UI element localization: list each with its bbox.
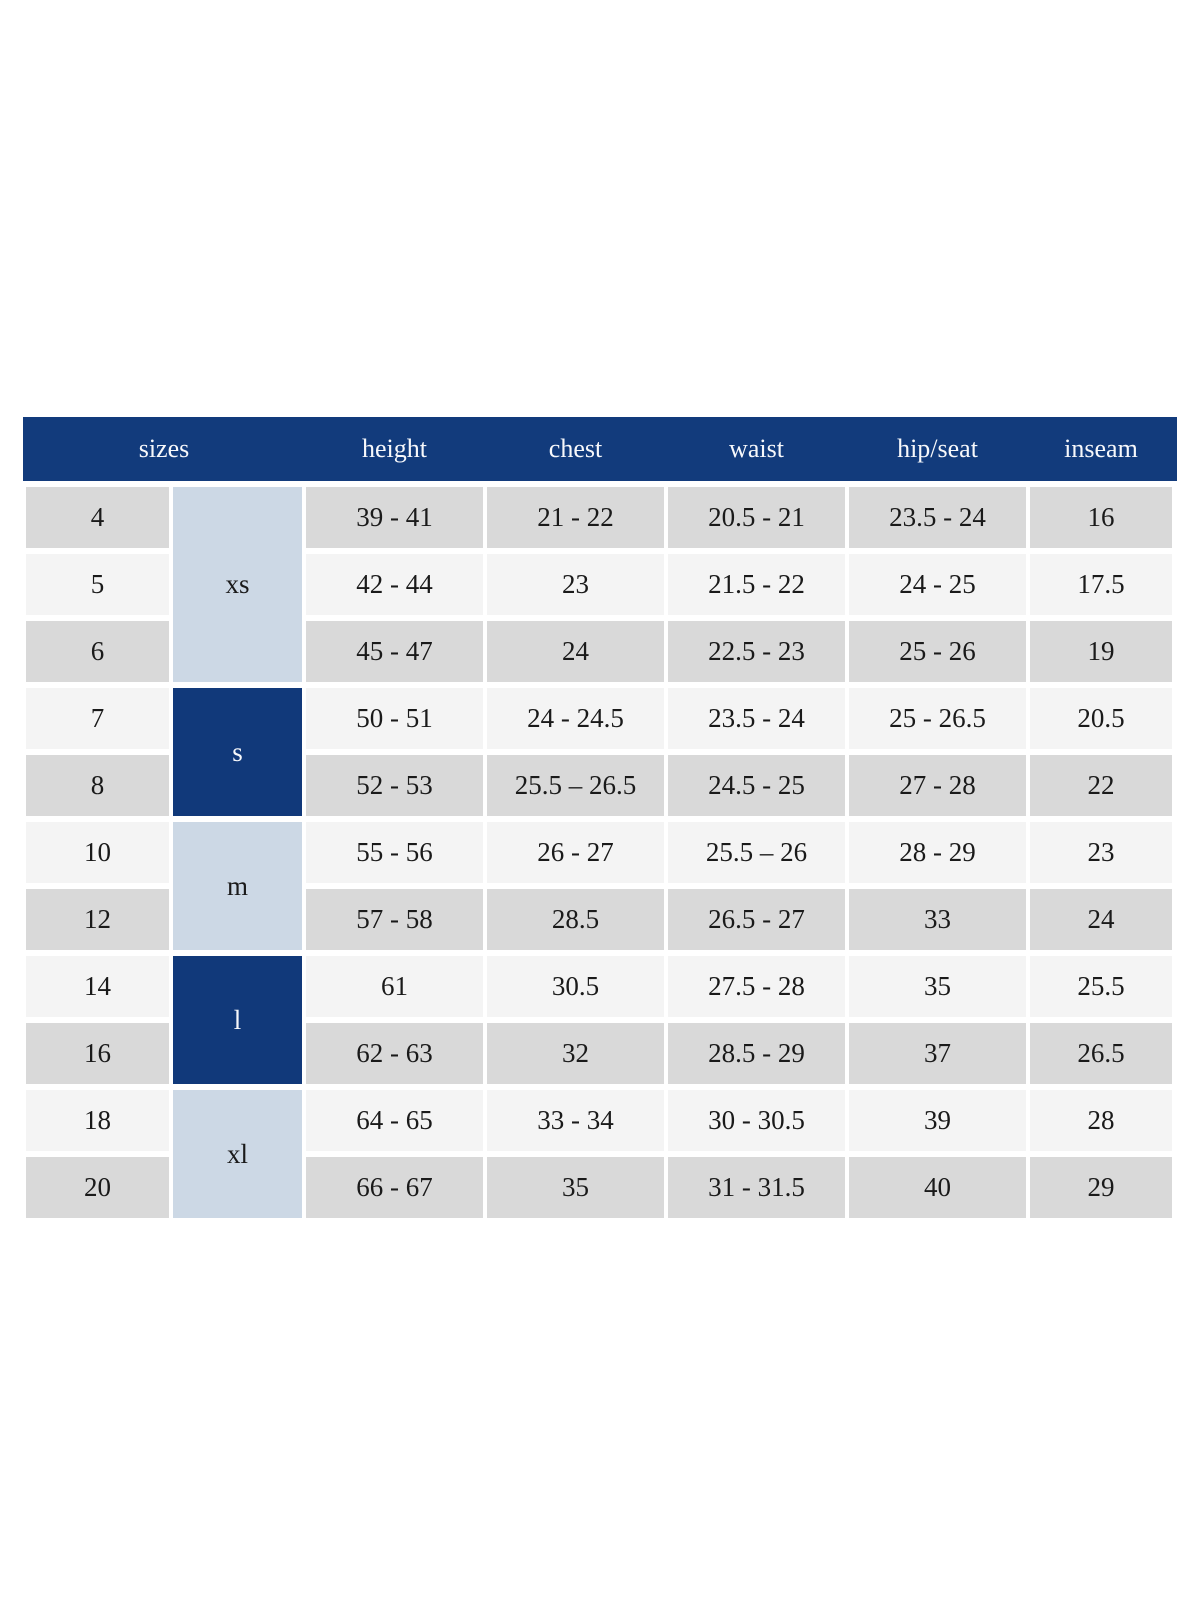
size-group-cell-xl: xl	[173, 1090, 302, 1218]
hip-seat-value-cell: 28 - 29	[849, 822, 1026, 883]
hip-seat-value-cell: 25 - 26.5	[849, 688, 1026, 749]
size-number-cell: 5	[26, 554, 169, 615]
height-value-cell: 50 - 51	[306, 688, 483, 749]
chest-value-cell: 24 - 24.5	[487, 688, 664, 749]
hip-seat-value-cell: 35	[849, 956, 1026, 1017]
inseam-value-cell: 20.5	[1030, 688, 1172, 749]
height-value-cell: 45 - 47	[306, 621, 483, 682]
height-value-cell: 61	[306, 956, 483, 1017]
waist-value-cell: 26.5 - 27	[668, 889, 845, 950]
chest-value-cell: 26 - 27	[487, 822, 664, 883]
column-header-inseam: inseam	[1064, 434, 1138, 463]
size-group-cell-xs: xs	[173, 487, 302, 682]
height-value-cell: 52 - 53	[306, 755, 483, 816]
waist-value-cell: 28.5 - 29	[668, 1023, 845, 1084]
size-number-cell: 12	[26, 889, 169, 950]
inseam-value-cell: 22	[1030, 755, 1172, 816]
size-chart-table: sizes height chest waist hip/seat inseam…	[23, 417, 1177, 1221]
size-group-cell-m: m	[173, 822, 302, 950]
hip-seat-value-cell: 33	[849, 889, 1026, 950]
table-header-row: sizes height chest waist hip/seat inseam	[23, 417, 1177, 481]
inseam-value-cell: 17.5	[1030, 554, 1172, 615]
chest-value-cell: 33 - 34	[487, 1090, 664, 1151]
size-number-cell: 16	[26, 1023, 169, 1084]
table-body: 4 39 - 41 21 - 22 20.5 - 21 23.5 - 24 16 5 42 -…	[23, 481, 1177, 1221]
chest-value-cell: 24	[487, 621, 664, 682]
size-number-cell: 20	[26, 1157, 169, 1218]
hip-seat-value-cell: 27 - 28	[849, 755, 1026, 816]
height-value-cell: 42 - 44	[306, 554, 483, 615]
column-header-chest: chest	[548, 434, 603, 463]
height-value-cell: 62 - 63	[306, 1023, 483, 1084]
inseam-value-cell: 23	[1030, 822, 1172, 883]
size-number-cell: 18	[26, 1090, 169, 1151]
inseam-value-cell: 29	[1030, 1157, 1172, 1218]
column-header-height: height	[362, 434, 427, 463]
size-number-cell: 7	[26, 688, 169, 749]
column-header-waist: waist	[729, 434, 784, 463]
inseam-value-cell: 26.5	[1030, 1023, 1172, 1084]
size-group-cell-s: s	[173, 688, 302, 816]
chest-value-cell: 32	[487, 1023, 664, 1084]
hip-seat-value-cell: 24 - 25	[849, 554, 1026, 615]
chest-value-cell: 21 - 22	[487, 487, 664, 548]
waist-value-cell: 31 - 31.5	[668, 1157, 845, 1218]
hip-seat-value-cell: 23.5 - 24	[849, 487, 1026, 548]
waist-value-cell: 20.5 - 21	[668, 487, 845, 548]
column-header-hip-seat: hip/seat	[897, 434, 978, 463]
hip-seat-value-cell: 37	[849, 1023, 1026, 1084]
column-header-sizes: sizes	[138, 434, 190, 463]
height-value-cell: 55 - 56	[306, 822, 483, 883]
waist-value-cell: 30 - 30.5	[668, 1090, 845, 1151]
inseam-value-cell: 16	[1030, 487, 1172, 548]
waist-value-cell: 24.5 - 25	[668, 755, 845, 816]
inseam-value-cell: 19	[1030, 621, 1172, 682]
waist-value-cell: 22.5 - 23	[668, 621, 845, 682]
chest-value-cell: 30.5	[487, 956, 664, 1017]
waist-value-cell: 21.5 - 22	[668, 554, 845, 615]
size-group-cell-l: l	[173, 956, 302, 1084]
size-number-cell: 4	[26, 487, 169, 548]
chest-value-cell: 28.5	[487, 889, 664, 950]
inseam-value-cell: 28	[1030, 1090, 1172, 1151]
size-number-cell: 8	[26, 755, 169, 816]
hip-seat-value-cell: 25 - 26	[849, 621, 1026, 682]
chest-value-cell: 23	[487, 554, 664, 615]
chest-value-cell: 25.5 – 26.5	[487, 755, 664, 816]
waist-value-cell: 23.5 - 24	[668, 688, 845, 749]
waist-value-cell: 25.5 – 26	[668, 822, 845, 883]
chest-value-cell: 35	[487, 1157, 664, 1218]
hip-seat-value-cell: 39	[849, 1090, 1026, 1151]
size-number-cell: 14	[26, 956, 169, 1017]
hip-seat-value-cell: 40	[849, 1157, 1026, 1218]
height-value-cell: 57 - 58	[306, 889, 483, 950]
inseam-value-cell: 25.5	[1030, 956, 1172, 1017]
waist-value-cell: 27.5 - 28	[668, 956, 845, 1017]
height-value-cell: 66 - 67	[306, 1157, 483, 1218]
size-number-cell: 10	[26, 822, 169, 883]
size-number-cell: 6	[26, 621, 169, 682]
inseam-value-cell: 24	[1030, 889, 1172, 950]
height-value-cell: 64 - 65	[306, 1090, 483, 1151]
height-value-cell: 39 - 41	[306, 487, 483, 548]
